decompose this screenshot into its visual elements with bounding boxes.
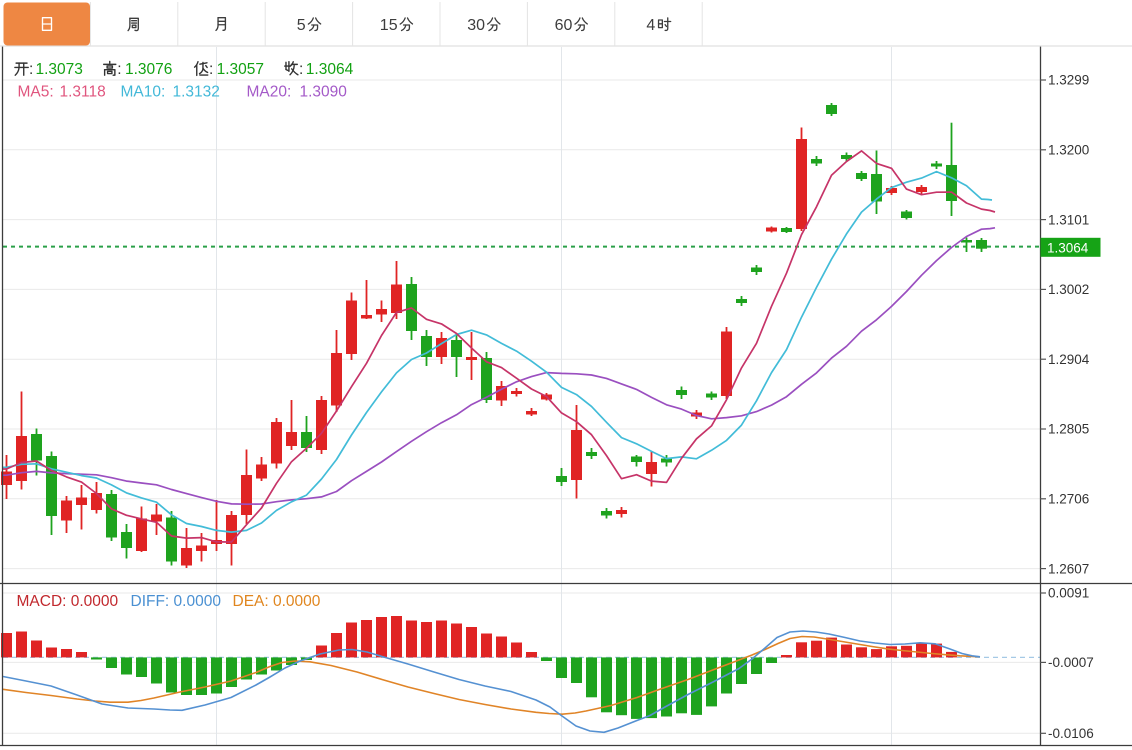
- svg-text:MACD: 0.0000: MACD: 0.0000: [17, 593, 119, 610]
- svg-text:1.3002: 1.3002: [1048, 282, 1089, 297]
- svg-text:MA20:: MA20:: [247, 84, 292, 101]
- svg-text:4: 4: [646, 17, 655, 34]
- svg-text:DIFF: 0.0000: DIFF: 0.0000: [131, 593, 222, 610]
- svg-text:1.3299: 1.3299: [1048, 73, 1089, 88]
- svg-text:1.3057: 1.3057: [217, 61, 264, 78]
- svg-text:15: 15: [380, 17, 398, 34]
- svg-text:1.2805: 1.2805: [1048, 422, 1089, 437]
- svg-text:MA5:: MA5:: [18, 84, 54, 101]
- svg-text:1.3118: 1.3118: [60, 84, 106, 101]
- svg-text:1.3064: 1.3064: [1047, 240, 1089, 255]
- svg-text:1.2706: 1.2706: [1048, 492, 1089, 507]
- svg-text:30: 30: [467, 17, 485, 34]
- svg-text:1.2607: 1.2607: [1048, 561, 1089, 576]
- svg-text:1.3200: 1.3200: [1048, 143, 1089, 158]
- svg-text::: :: [117, 61, 121, 78]
- svg-text:1.3064: 1.3064: [306, 61, 354, 78]
- svg-text::: :: [29, 61, 33, 78]
- svg-text:1.2904: 1.2904: [1048, 352, 1090, 367]
- svg-text:0.0091: 0.0091: [1048, 586, 1089, 601]
- svg-text:1.3073: 1.3073: [36, 61, 83, 78]
- svg-text:1.3101: 1.3101: [1048, 212, 1089, 227]
- svg-text::: :: [299, 61, 303, 78]
- svg-text:1.3076: 1.3076: [125, 61, 172, 78]
- svg-text:5: 5: [297, 17, 306, 34]
- svg-text:1.3132: 1.3132: [173, 84, 220, 101]
- svg-text:MA10:: MA10:: [121, 84, 166, 101]
- svg-text:1.3090: 1.3090: [300, 84, 348, 101]
- svg-text:-0.0007: -0.0007: [1048, 655, 1094, 670]
- svg-text:60: 60: [555, 17, 573, 34]
- svg-text:DEA: 0.0000: DEA: 0.0000: [233, 593, 321, 610]
- svg-text::: :: [209, 61, 213, 78]
- svg-text:-0.0106: -0.0106: [1048, 726, 1094, 741]
